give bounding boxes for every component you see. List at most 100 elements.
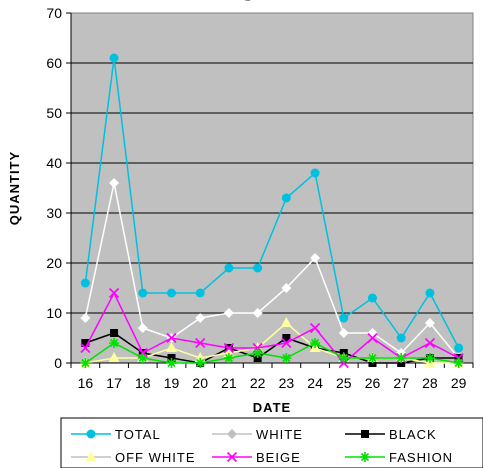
data-point-total [253,263,263,273]
x-tick-label: 19 [164,375,180,391]
x-tick-label: 29 [451,375,467,391]
data-point-total [167,288,176,298]
data-point-fashion [396,353,407,363]
y-axis: 0 10 20 30 40 50 60 70 [46,5,72,371]
data-point-white [424,318,435,328]
legend-label-white: WHITE [256,427,303,442]
y-axis-title: QUANTITY [7,151,22,225]
data-point-total [425,288,435,298]
legend-marker-black [361,430,369,438]
legend-item-off-white: OFF WHITE [71,450,196,465]
data-point-white [195,313,206,323]
y-tick-label: 20 [46,255,62,271]
data-point-fashion [281,353,292,363]
data-point-beige [310,322,321,334]
data-point-black [110,329,119,337]
x-tick-label: 26 [365,375,381,391]
legend-label-off-white: OFF WHITE [115,450,196,465]
data-point-fashion [453,358,464,368]
data-point-white [252,308,263,318]
data-point-white [310,253,321,263]
data-point-white [338,328,349,338]
data-point-fashion [195,358,206,368]
data-point-beige [109,287,120,299]
y-tick-label: 60 [46,55,62,71]
data-point-total [281,193,291,203]
x-axis-title: DATE [253,400,291,415]
legend-item-black: BLACK [345,427,437,442]
data-point-fashion [166,358,177,368]
data-point-beige [223,342,234,354]
legend-item-fashion: FASHION [345,450,453,465]
y-tick-label: 70 [46,5,62,21]
legend: TOTAL WHITE BLACK OFF WHITE BEIGE FASHION [71,427,453,465]
data-point-total [80,278,90,288]
legend-item-beige: BEIGE [212,450,300,465]
gridlines [71,62,473,314]
series-line-total [84,57,460,349]
data-point-white [223,308,234,318]
data-point-total [109,53,119,63]
x-tick-label: 27 [393,375,409,391]
x-tick-label: 25 [336,375,352,391]
data-point-off-white [108,352,120,362]
data-point-beige [424,337,435,349]
legend-label-black: BLACK [389,427,437,442]
legend-label-total: TOTAL [115,427,161,442]
data-point-total [368,293,377,303]
data-point-black [282,334,291,342]
legend-marker-white [227,429,237,439]
x-tick-label: 18 [135,375,151,391]
legend-box [60,417,483,468]
x-tick-label: 17 [106,375,122,391]
data-point-total [310,168,320,178]
data-point-fashion [424,353,435,363]
data-point-off-white [166,342,177,352]
series-line-white [84,182,460,359]
data-point-white [137,323,148,333]
legend-label-fashion: FASHION [389,450,453,465]
data-point-total [396,333,406,343]
data-point-total [339,313,349,323]
x-tick-label: 24 [307,375,323,391]
x-tick-label: 21 [221,375,237,391]
data-point-fashion [310,338,321,348]
series-fashion [80,338,464,368]
data-point-fashion [367,353,378,363]
x-axis: 16 17 18 19 20 21 22 23 24 25 26 27 28 29 [70,362,474,391]
data-point-off-white [280,317,292,327]
y-tick-label: 10 [46,305,62,321]
data-point-beige [281,337,292,349]
y-tick-label: 40 [46,155,62,171]
data-point-total [454,343,464,353]
data-point-white [109,178,120,188]
plot-area [70,12,474,364]
series-group [79,53,465,369]
data-point-fashion [252,348,263,358]
data-point-fashion [109,338,120,348]
legend-marker-total [86,429,96,439]
y-tick-label: 30 [46,205,62,221]
data-point-white [281,283,292,293]
x-tick-label: 16 [78,375,94,391]
data-point-total [195,288,205,298]
data-point-beige [80,342,91,354]
series-total [80,53,464,353]
series-line-beige [84,291,459,365]
data-point-black [81,339,90,347]
data-point-total [138,288,148,298]
data-point-fashion [223,353,234,363]
y-tick-label: 0 [54,355,62,371]
chart-title: g [241,0,254,1]
data-point-beige [166,332,177,344]
legend-marker-fashion [360,452,370,462]
data-point-white [80,313,91,323]
x-tick-label: 23 [279,375,295,391]
data-point-total [224,263,234,273]
data-point-fashion [338,353,349,363]
x-tick-label: 20 [192,375,208,391]
data-point-beige [195,337,206,349]
data-point-fashion [137,353,148,363]
data-point-beige [367,332,378,344]
legend-marker-beige [226,451,238,463]
